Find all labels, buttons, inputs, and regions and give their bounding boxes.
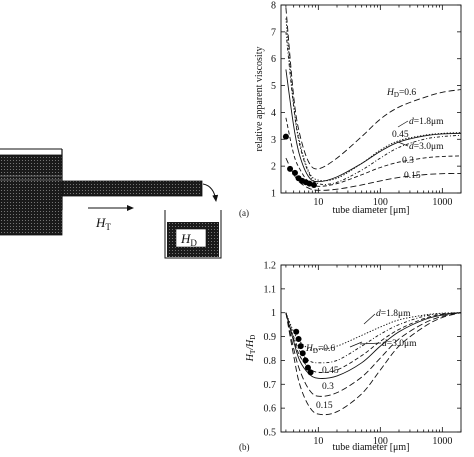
chart-a-xtick-label: 1000 (432, 197, 452, 208)
chart-a-ann-hd: HD=0.6 (386, 88, 416, 99)
chart-b-ytick-label: 0.8 (264, 356, 277, 367)
chart-b-data-point (293, 328, 300, 335)
chart-b-ann-hd: HD=0.6 (305, 344, 335, 355)
chart-b-data-point (302, 357, 309, 364)
chart-a-ytick-label: 4 (271, 108, 276, 119)
chart-b-leader-hd (349, 341, 363, 348)
chart-b-points (293, 328, 314, 376)
chart-a-frame (280, 4, 462, 194)
chart-b-series-line (285, 312, 461, 416)
chart-a-series-line (285, 31, 461, 185)
chart-b-series (285, 312, 461, 416)
collection-beaker: HD (164, 210, 222, 259)
chart-a-ann-d2: d=3.0μm (409, 142, 444, 152)
chart-b-ytick-label: 0.5 (264, 428, 277, 439)
chart-a-ylabel: relative apparent viscosity (254, 47, 265, 152)
chart-b-ann-045: 0.45 (322, 366, 339, 376)
chart-a-ytick-label: 8 (271, 1, 276, 12)
chart-a-ann-045: 0.45 (392, 130, 409, 140)
chart-a-data-point (310, 181, 317, 188)
chart-b-series-line (285, 312, 461, 364)
chart-a-series-line (285, 117, 461, 187)
chart-a-ann-015: 0.15 (404, 171, 421, 181)
chart-b-frame (280, 264, 462, 433)
chart-a-series-line (285, 69, 461, 183)
hematocrit-chart: 10 100 1000 0.5 0.6 0.7 0.8 0.9 1 1.1 1.2 (b) tube… (239, 261, 462, 453)
chart-b-xtick-label: 1000 (432, 436, 452, 447)
chart-b-ytick-label: 1 (271, 308, 276, 319)
hd-label: HD (180, 231, 197, 248)
chart-b-xtick-label: 100 (373, 436, 388, 447)
panel-a-tag: (a) (239, 208, 249, 218)
chart-a-leader-d2 (397, 141, 409, 147)
chart-a-ytick-label: 6 (271, 54, 276, 65)
chart-b-data-point (299, 350, 306, 357)
chart-b-ann-015: 0.15 (316, 401, 333, 411)
chart-a-ytick-label: 3 (271, 135, 276, 146)
chart-b-series-line (285, 312, 461, 397)
chart-b-data-point (297, 343, 304, 350)
chart-b-data-point (295, 335, 302, 342)
chart-a-series-line (285, 7, 461, 170)
viscosity-chart: 10 100 1000 1 2 3 4 5 6 7 8 (a) tube diameter [μm]… (239, 1, 462, 218)
chart-b-ann-d2: d=3.0μm (382, 339, 417, 349)
chart-a-data-point (291, 169, 298, 176)
outflow-arrow (202, 183, 219, 202)
chart-b-series-line (285, 312, 461, 379)
chart-a-ytick-label: 1 (271, 189, 276, 200)
chart-b-data-point (307, 369, 314, 376)
chart-b-ytick-label: 1.1 (264, 284, 277, 295)
chart-a-series-line (285, 18, 461, 182)
chart-b-data-point (304, 364, 311, 371)
chart-a-series (285, 7, 461, 191)
chart-b-ylabel: HT/HD (245, 335, 257, 363)
chart-a-points (282, 133, 317, 188)
chart-b-xtick-label: 10 (313, 436, 323, 447)
chart-b-ann-03: 0.3 (322, 382, 334, 392)
chart-b-leader-d1 (363, 313, 376, 325)
chart-b-leader-d2 (359, 342, 382, 345)
chart-b-ytick-label: 0.7 (264, 380, 277, 391)
panel-b-tag: (b) (239, 442, 250, 452)
chart-a-ytick-label: 2 (271, 162, 276, 173)
chart-a-data-point (287, 165, 294, 172)
chart-b-ytick-label: 1.2 (264, 261, 277, 272)
chart-a-xtick-label: 10 (313, 197, 323, 208)
chart-a-leader-d1 (397, 120, 409, 128)
chart-b-ytick-label: 0.9 (264, 332, 277, 343)
chart-a-xlabel: tube diameter [μm] (333, 205, 410, 216)
chart-a-ann-03: 0.3 (402, 156, 414, 166)
chart-a-data-point (282, 133, 289, 140)
chart-a-ytick-label: 5 (271, 81, 276, 92)
capillary-tube (61, 180, 203, 197)
chart-a-xtick-label: 100 (373, 197, 388, 208)
chart-a-ytick-label: 7 (271, 27, 276, 38)
chart-a-series-line (285, 157, 461, 191)
chart-b-ann-d1: d=1.8μm (376, 309, 411, 319)
chart-b-xlabel: tube diameter [μm] (333, 442, 410, 453)
schematic: HT HD (0, 148, 222, 259)
ht-label: HT (95, 215, 111, 232)
chart-b-series-line (285, 312, 461, 373)
chart-a-ann-d1: d=1.8μm (409, 117, 444, 127)
chart-b-ytick-label: 0.6 (264, 404, 277, 415)
reservoir (0, 148, 63, 236)
